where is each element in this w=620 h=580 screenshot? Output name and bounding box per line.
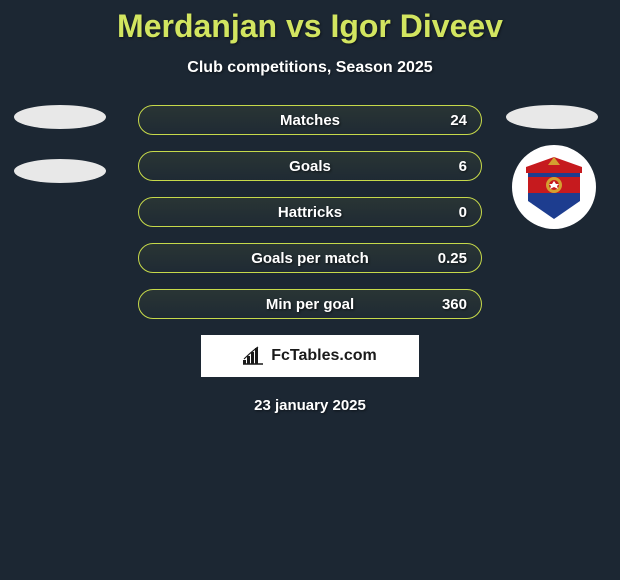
brand-text: FcTables.com [271, 347, 377, 365]
stat-value: 6 [459, 158, 467, 175]
subtitle: Club competitions, Season 2025 [0, 59, 620, 77]
placeholder-ellipse-icon [14, 159, 106, 183]
right-badge-group [512, 105, 598, 229]
club-badge-icon [512, 145, 596, 229]
stat-value: 360 [442, 296, 467, 313]
stat-value: 0.25 [438, 250, 467, 267]
stat-value: 24 [450, 112, 467, 129]
placeholder-ellipse-icon [506, 105, 598, 129]
stat-row-goals-per-match: Goals per match 0.25 [138, 243, 482, 273]
date-text: 23 january 2025 [0, 397, 620, 414]
stat-value: 0 [459, 204, 467, 221]
left-placeholder-group [14, 105, 106, 183]
stat-label: Hattricks [278, 204, 342, 221]
page-title: Merdanjan vs Igor Diveev [0, 0, 620, 45]
stat-row-matches: Matches 24 [138, 105, 482, 135]
stat-row-min-per-goal: Min per goal 360 [138, 289, 482, 319]
stat-row-goals: Goals 6 [138, 151, 482, 181]
bar-chart-icon [243, 346, 265, 366]
stat-label: Matches [280, 112, 340, 129]
content-area: Matches 24 Goals 6 Hattricks 0 Goals per… [0, 105, 620, 414]
stat-label: Min per goal [266, 296, 354, 313]
stat-row-hattricks: Hattricks 0 [138, 197, 482, 227]
placeholder-ellipse-icon [14, 105, 106, 129]
stat-label: Goals [289, 158, 331, 175]
stat-rows: Matches 24 Goals 6 Hattricks 0 Goals per… [138, 105, 482, 319]
stat-label: Goals per match [251, 250, 369, 267]
brand-watermark: FcTables.com [201, 335, 419, 377]
cska-crest-icon [522, 155, 586, 219]
